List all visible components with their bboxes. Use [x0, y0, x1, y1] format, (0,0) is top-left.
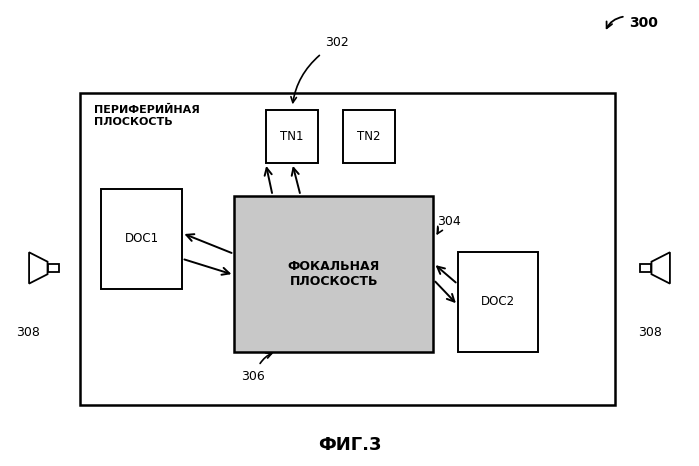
Text: 306: 306	[241, 370, 265, 384]
FancyBboxPatch shape	[234, 196, 433, 352]
Text: TN2: TN2	[357, 130, 380, 143]
Text: ФИГ.3: ФИГ.3	[318, 436, 381, 454]
Polygon shape	[48, 264, 59, 272]
Text: ПЕРИФЕРИЙНАЯ
ПЛОСКОСТЬ: ПЕРИФЕРИЙНАЯ ПЛОСКОСТЬ	[94, 105, 200, 127]
Text: 308: 308	[16, 326, 40, 339]
Text: DOC2: DOC2	[481, 295, 515, 308]
FancyBboxPatch shape	[266, 110, 318, 163]
Text: DOC1: DOC1	[124, 233, 159, 245]
Text: 308: 308	[638, 326, 662, 339]
Text: 300: 300	[629, 16, 658, 30]
Polygon shape	[29, 252, 48, 284]
FancyBboxPatch shape	[101, 189, 182, 289]
FancyBboxPatch shape	[343, 110, 395, 163]
Polygon shape	[640, 264, 651, 272]
FancyBboxPatch shape	[458, 252, 538, 352]
Text: 302: 302	[325, 36, 349, 49]
Polygon shape	[651, 252, 670, 284]
Text: TN1: TN1	[280, 130, 303, 143]
FancyBboxPatch shape	[80, 93, 615, 405]
Text: ФОКАЛЬНАЯ
ПЛОСКОСТЬ: ФОКАЛЬНАЯ ПЛОСКОСТЬ	[288, 260, 380, 288]
Text: 304: 304	[437, 215, 461, 228]
